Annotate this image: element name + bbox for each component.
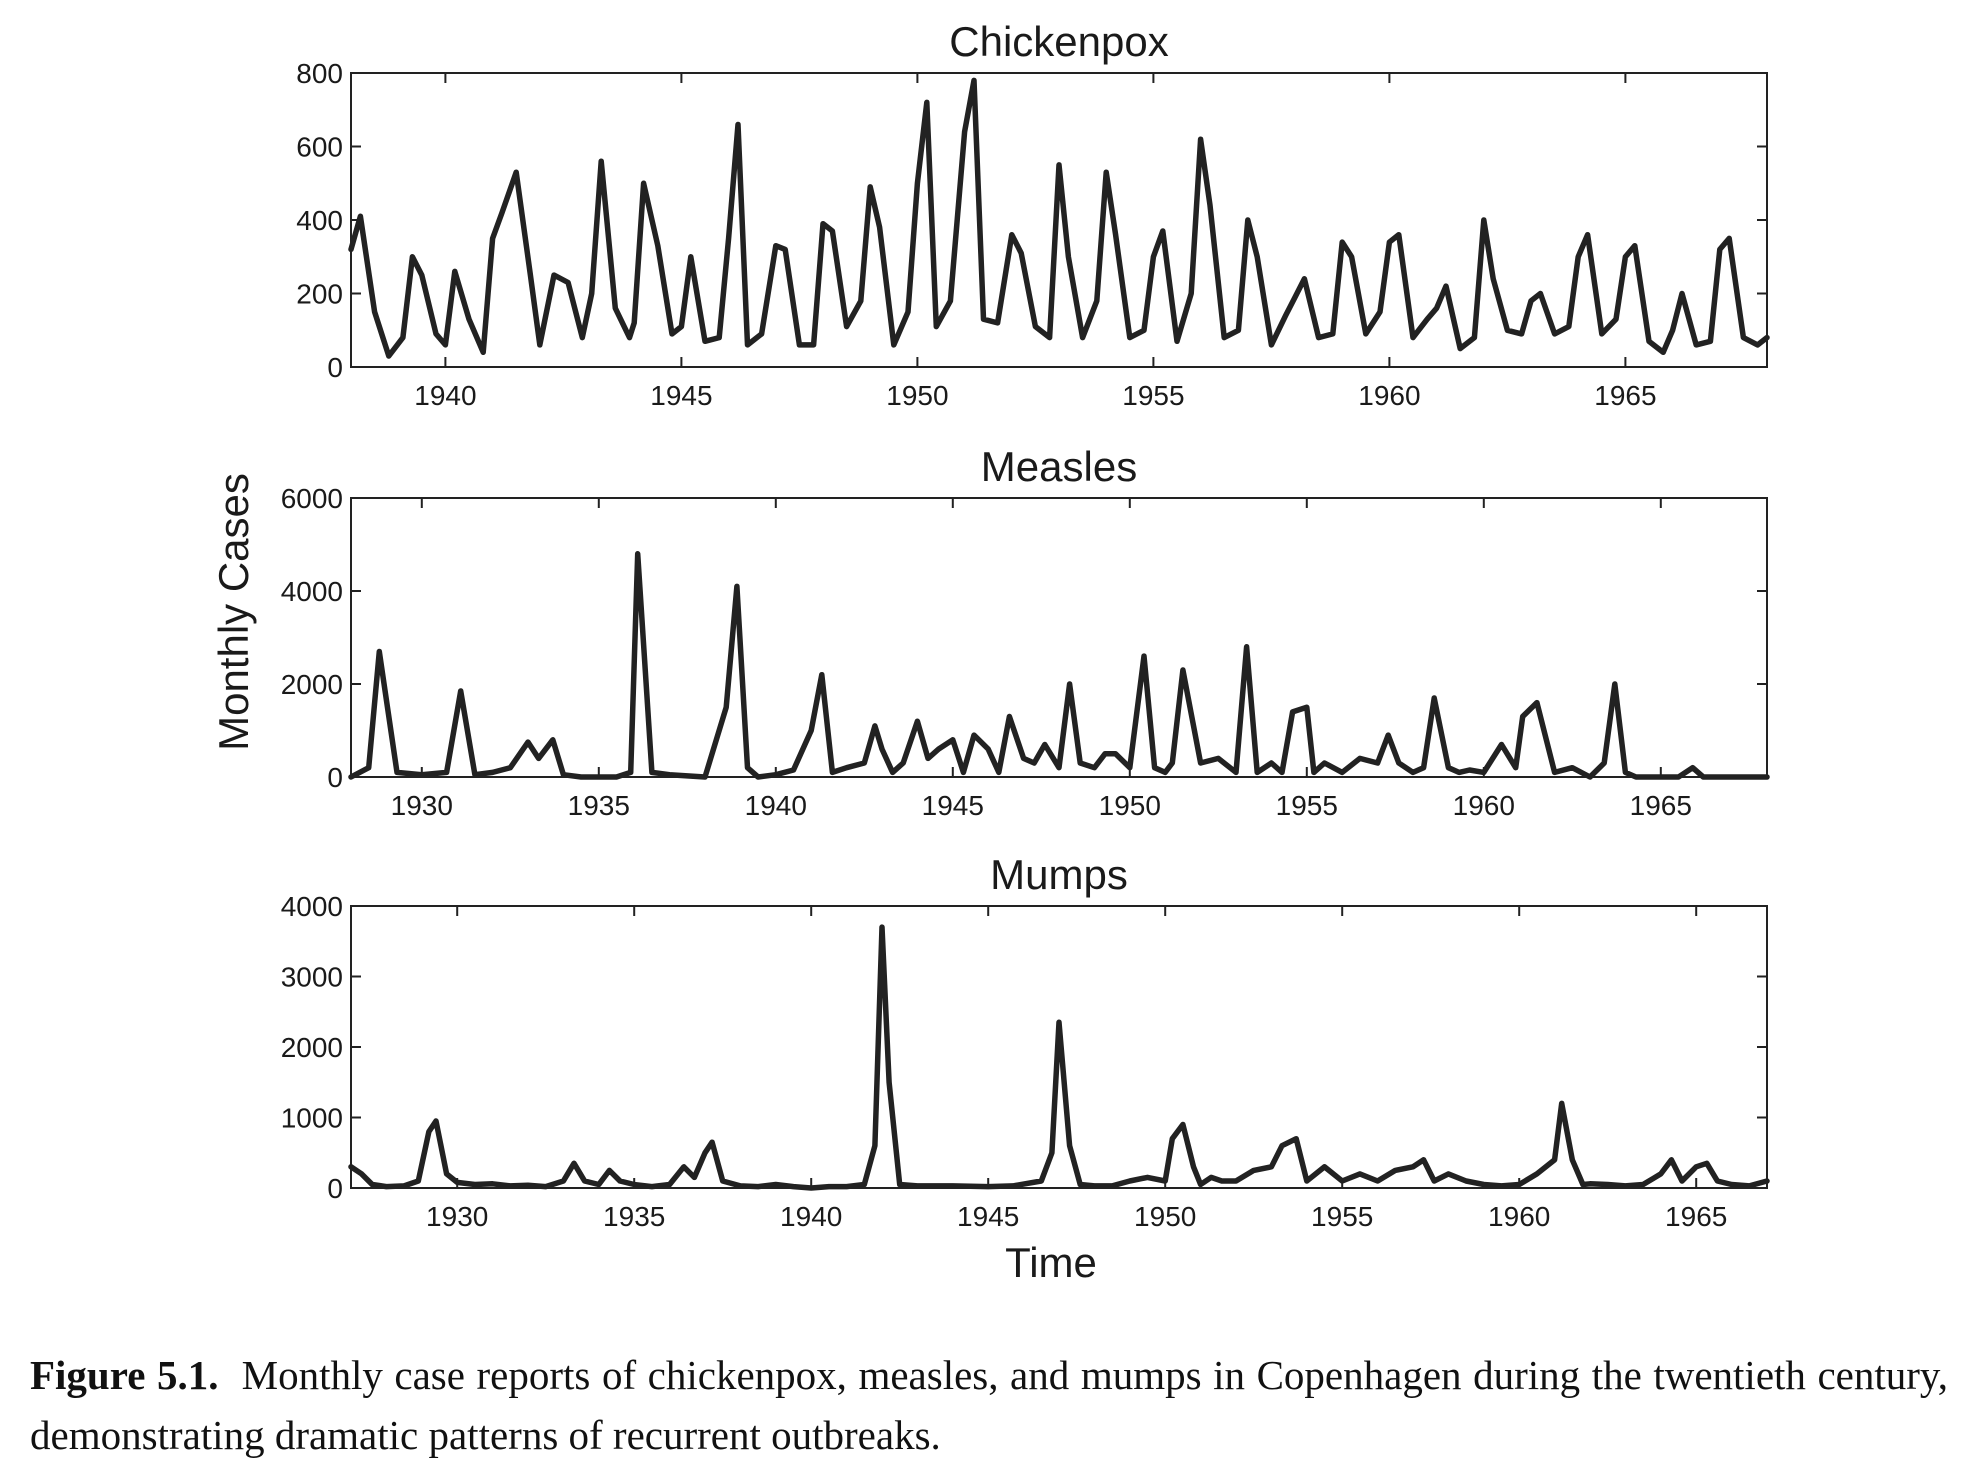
chickenpox-x-tick-label: 1960 xyxy=(1358,380,1420,411)
mumps-x-tick-label: 1940 xyxy=(780,1201,842,1232)
mumps-panel: Mumps 1930 1935 1940 1945 1950 1955 1960 1965 0 10… xyxy=(281,851,1770,1232)
chickenpox-x-tick-label: 1950 xyxy=(886,380,948,411)
mumps-y-tick-label: 3000 xyxy=(281,962,343,993)
measles-y-tick-label: 2000 xyxy=(281,669,343,700)
chickenpox-title: Chickenpox xyxy=(949,18,1168,65)
figure: Monthly Cases Time Chickenpox 1940 1945 195… xyxy=(210,18,1770,1286)
y-axis-label: Monthly Cases xyxy=(210,473,257,751)
mumps-series-line xyxy=(348,924,1770,1191)
mumps-x-tick-label: 1965 xyxy=(1665,1201,1727,1232)
mumps-x-tick-label: 1955 xyxy=(1311,1201,1373,1232)
measles-x-tick-label: 1935 xyxy=(568,790,630,821)
mumps-x-tick-label: 1945 xyxy=(957,1201,1019,1232)
chickenpox-x-tick-label: 1955 xyxy=(1122,380,1184,411)
x-axis-label: Time xyxy=(1005,1239,1097,1286)
mumps-y-tick-label: 0 xyxy=(327,1173,343,1204)
chickenpox-series-line xyxy=(348,77,1770,359)
chickenpox-x-tick-label: 1965 xyxy=(1594,380,1656,411)
measles-x-tick-label: 1940 xyxy=(745,790,807,821)
caption-label: Figure 5.1. xyxy=(30,1352,219,1398)
mumps-x-tick-label: 1960 xyxy=(1488,1201,1550,1232)
mumps-y-tick-label: 2000 xyxy=(281,1032,343,1063)
measles-x-tick-label: 1965 xyxy=(1630,790,1692,821)
mumps-y-tick-label: 1000 xyxy=(281,1103,343,1134)
mumps-title: Mumps xyxy=(990,851,1128,898)
measles-y-tick-label: 0 xyxy=(327,762,343,793)
measles-x-tick-label: 1930 xyxy=(391,790,453,821)
mumps-x-tick-label: 1950 xyxy=(1134,1201,1196,1232)
measles-y-tick-label: 4000 xyxy=(281,576,343,607)
chickenpox-y-tick-label: 600 xyxy=(296,132,343,163)
measles-panel: Measles 1930 1935 1940 1945 1950 1955 1960 1965 0… xyxy=(281,443,1770,821)
mumps-y-tick-label: 4000 xyxy=(281,891,343,922)
measles-x-tick-label: 1960 xyxy=(1453,790,1515,821)
figure-caption: Figure 5.1. Monthly case reports of chic… xyxy=(30,1345,1948,1465)
chickenpox-y-tick-label: 400 xyxy=(296,205,343,236)
mumps-x-tick-label: 1935 xyxy=(603,1201,665,1232)
chart-panels: Chickenpox 1940 1945 1950 1955 1960 1965 0 200 40… xyxy=(281,18,1770,1232)
mumps-x-tick-label: 1930 xyxy=(426,1201,488,1232)
measles-x-tick-label: 1955 xyxy=(1276,790,1338,821)
chickenpox-panel: Chickenpox 1940 1945 1950 1955 1960 1965 0 200 40… xyxy=(296,18,1770,411)
measles-x-tick-label: 1950 xyxy=(1099,790,1161,821)
chickenpox-y-tick-label: 200 xyxy=(296,279,343,310)
chickenpox-x-tick-label: 1945 xyxy=(650,380,712,411)
measles-title: Measles xyxy=(981,443,1137,490)
chickenpox-y-tick-label: 800 xyxy=(296,58,343,89)
measles-plot-frame xyxy=(350,497,1768,778)
chickenpox-y-tick-label: 0 xyxy=(327,352,343,383)
chickenpox-plot-frame xyxy=(350,72,1768,368)
measles-y-tick-label: 6000 xyxy=(281,483,343,514)
caption-text: Monthly case reports of chickenpox, meas… xyxy=(30,1352,1949,1458)
measles-x-tick-label: 1945 xyxy=(922,790,984,821)
chickenpox-x-tick-label: 1940 xyxy=(414,380,476,411)
measles-series-line xyxy=(348,551,1770,780)
